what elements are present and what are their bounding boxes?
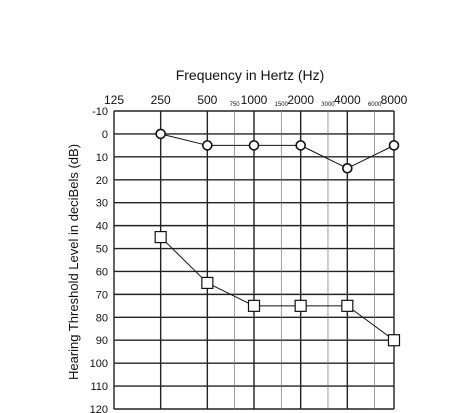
data-point-square: [387, 334, 401, 347]
series-square: [154, 230, 401, 347]
data-series: [154, 128, 401, 347]
grid: [113, 110, 395, 410]
y-tick-label: 60: [96, 266, 108, 278]
data-point-circle: [342, 163, 353, 174]
series-segment: [164, 240, 204, 280]
x-tick-label: 250: [151, 93, 171, 107]
data-point-square: [247, 299, 261, 312]
y-tick-label: -10: [92, 106, 108, 118]
y-axis-ticks: -10 0 10 20 30 40 50 60 70 80 90 100 110 120: [90, 106, 108, 413]
data-point-circle: [202, 140, 213, 151]
y-tick-label: 30: [96, 198, 108, 210]
data-point-circle: [155, 128, 166, 140]
y-tick-label: 50: [96, 244, 108, 256]
data-point-square: [294, 299, 307, 312]
data-point-square: [341, 299, 354, 312]
x-tick-label: 4000: [334, 93, 361, 107]
y-tick-label: 10: [96, 152, 108, 164]
y-tick-label: 40: [96, 221, 108, 233]
x-tick-label: 1000: [241, 93, 268, 107]
y-tick-label: 100: [90, 358, 108, 370]
series-segment: [212, 284, 250, 304]
x-tick-label: 500: [197, 93, 217, 107]
data-point-circle: [295, 140, 306, 151]
data-point-square: [201, 276, 214, 290]
x-axis-ticks: 125 250 500 1000 2000 4000 8000 750 1500 3000 6000: [104, 93, 408, 108]
series-segment: [351, 308, 390, 338]
series-circle: [155, 128, 400, 174]
data-point-square: [154, 230, 167, 244]
data-point-circle: [388, 140, 400, 151]
x-tick-label: 125: [104, 93, 124, 107]
y-axis-label: Hearing Threshold Level in deciBels (dB): [66, 144, 81, 380]
y-tick-label: 70: [96, 289, 108, 301]
series-segment: [351, 146, 391, 167]
y-tick-label: 120: [90, 404, 108, 413]
x-minor-tick-label: 1500: [275, 102, 289, 108]
x-minor-tick-label: 3000: [321, 102, 335, 108]
x-tick-label: 8000: [381, 93, 408, 107]
series-segment: [164, 134, 204, 145]
chart-title: Frequency in Hertz (Hz): [176, 67, 325, 83]
x-tick-label: 2000: [287, 93, 314, 107]
x-minor-tick-label: 750: [230, 102, 241, 108]
series-segment: [304, 146, 344, 167]
y-tick-label: 90: [96, 335, 108, 347]
y-tick-label: 80: [96, 312, 108, 324]
y-tick-label: 20: [96, 175, 108, 187]
y-tick-label: 110: [90, 381, 108, 393]
y-tick-label: 0: [102, 129, 108, 141]
x-minor-tick-label: 6000: [368, 102, 382, 108]
data-point-circle: [248, 140, 260, 151]
